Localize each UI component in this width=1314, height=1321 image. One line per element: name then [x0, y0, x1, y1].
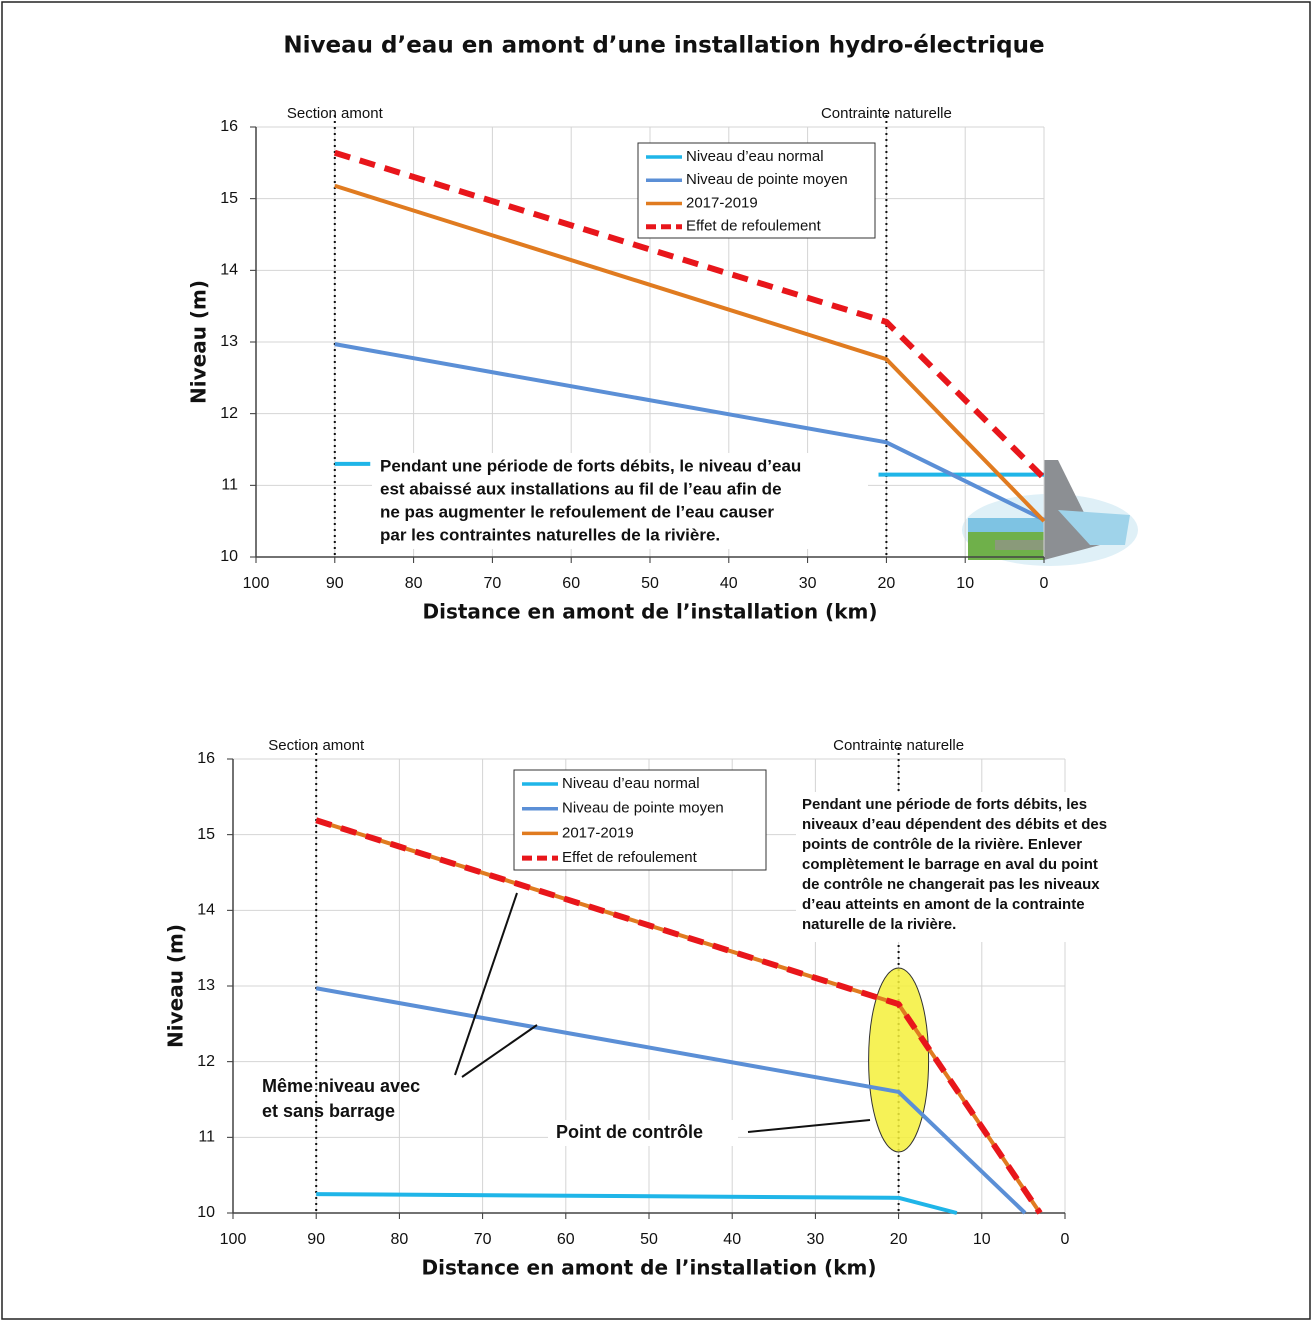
- y-tick-label: 12: [220, 405, 238, 422]
- x-tick-label: 20: [878, 575, 896, 592]
- x-tick-label: 0: [1040, 575, 1049, 592]
- x-tick-label: 80: [391, 1231, 409, 1248]
- legend-label: 2017-2019: [686, 194, 758, 211]
- y-tick-label: 10: [197, 1204, 215, 1221]
- x-tick-label: 20: [890, 1231, 908, 1248]
- page-title: Niveau d’eau en amont d’une installation…: [283, 33, 1044, 59]
- x-tick-label: 10: [973, 1231, 991, 1248]
- reference-label: Contrainte naturelle: [821, 105, 952, 122]
- x-tick-label: 30: [807, 1231, 825, 1248]
- reference-label: Contrainte naturelle: [833, 737, 964, 754]
- annotation-text: points de contrôle de la rivière. Enleve…: [802, 836, 1082, 853]
- x-tick-label: 90: [307, 1231, 325, 1248]
- annotation-text: niveaux d’eau dépendent des débits et de…: [802, 816, 1107, 833]
- x-tick-label: 40: [723, 1231, 741, 1248]
- y-tick-label: 12: [197, 1053, 215, 1070]
- y-tick-label: 11: [221, 477, 238, 494]
- x-tick-label: 100: [243, 575, 270, 592]
- x-tick-label: 90: [326, 575, 344, 592]
- annotation-text: Point de contrôle: [556, 1122, 703, 1142]
- legend-label: Effet de refoulement: [686, 218, 822, 235]
- annotation-text: et sans barrage: [262, 1101, 395, 1121]
- annotation-text: Même niveau avec: [262, 1076, 420, 1096]
- x-tick-label: 10: [956, 575, 974, 592]
- x-axis-title: Distance en amont de l’installation (km): [422, 1256, 877, 1280]
- annotation-text: de contrôle ne changerait pas les niveau…: [802, 876, 1100, 893]
- annotation-text: d’eau atteints en amont de la contrainte: [802, 896, 1085, 913]
- y-tick-label: 15: [220, 190, 238, 207]
- reference-label: Section amont: [268, 737, 365, 754]
- annotation-text: ne pas augmenter le refoulement de l’eau…: [380, 502, 774, 521]
- annotation-text: Pendant une période de forts débits, les: [802, 796, 1087, 813]
- annotation-text: est abaissé aux installations au fil de …: [380, 479, 782, 498]
- y-axis-title: Niveau (m): [187, 280, 211, 404]
- annotation-text: naturelle de la rivière.: [802, 916, 956, 933]
- annotation-text: Pendant une période de forts débits, le …: [380, 456, 801, 475]
- x-tick-label: 60: [557, 1231, 575, 1248]
- y-tick-label: 13: [220, 333, 238, 350]
- x-tick-label: 60: [562, 575, 580, 592]
- x-tick-label: 100: [220, 1231, 247, 1248]
- y-axis-title: Niveau (m): [164, 924, 188, 1048]
- y-tick-label: 11: [198, 1129, 215, 1146]
- x-tick-label: 40: [720, 575, 738, 592]
- y-tick-label: 14: [220, 262, 238, 279]
- x-tick-label: 70: [484, 575, 502, 592]
- x-tick-label: 80: [405, 575, 423, 592]
- x-tick-label: 0: [1061, 1231, 1070, 1248]
- legend-label: Niveau de pointe moyen: [562, 800, 724, 817]
- x-tick-label: 30: [799, 575, 817, 592]
- x-axis-title: Distance en amont de l’installation (km): [423, 600, 878, 624]
- legend-label: Niveau de pointe moyen: [686, 171, 848, 188]
- legend-label: Effet de refoulement: [562, 849, 698, 866]
- legend-label: Niveau d’eau normal: [686, 148, 824, 165]
- y-tick-label: 16: [220, 118, 238, 135]
- y-tick-label: 15: [197, 826, 215, 843]
- x-tick-label: 50: [641, 575, 659, 592]
- x-tick-label: 50: [640, 1231, 658, 1248]
- y-tick-label: 14: [197, 902, 215, 919]
- y-tick-label: 10: [220, 548, 238, 565]
- legend-label: 2017-2019: [562, 824, 634, 841]
- annotation-text: complètement le barrage en aval du point: [802, 856, 1098, 873]
- y-tick-label: 16: [197, 750, 215, 767]
- x-tick-label: 70: [474, 1231, 492, 1248]
- y-tick-label: 13: [197, 977, 215, 994]
- annotation-text: par les contraintes naturelles de la riv…: [380, 525, 720, 544]
- legend-label: Niveau d’eau normal: [562, 775, 700, 792]
- page: Niveau d’eau en amont d’une installation…: [0, 0, 1314, 1321]
- reference-label: Section amont: [287, 105, 384, 122]
